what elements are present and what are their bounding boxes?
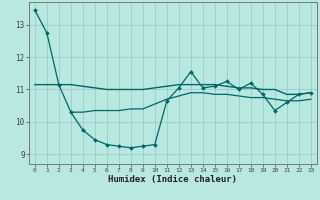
X-axis label: Humidex (Indice chaleur): Humidex (Indice chaleur) [108, 175, 237, 184]
